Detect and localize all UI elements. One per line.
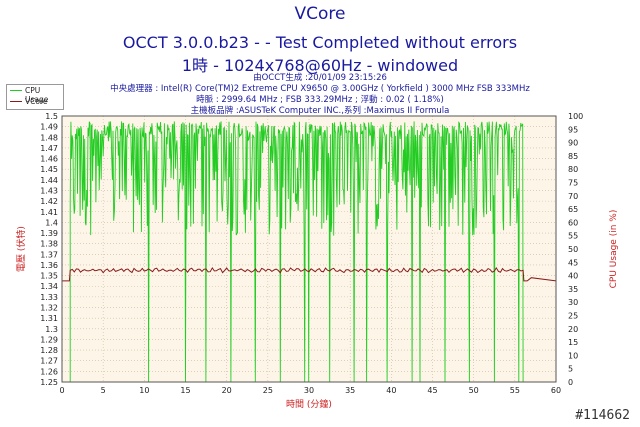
y-axis-title: 電壓 (伏特) xyxy=(15,226,27,272)
y-tick-label: 1.46 xyxy=(40,155,58,164)
info-generated: 由OCCT生成 :20/01/09 23:15:26 xyxy=(253,73,387,83)
y2-tick-label: 20 xyxy=(568,325,578,334)
y-tick-label: 1.45 xyxy=(40,165,58,174)
x-tick-label: 40 xyxy=(386,386,396,395)
y2-tick-label: 65 xyxy=(568,205,578,214)
y2-tick-label: 70 xyxy=(568,192,578,201)
info-cpu: 中央處理器 : Intel(R) Core(TM)2 Extreme CPU X… xyxy=(110,84,530,94)
y2-tick-label: 55 xyxy=(568,232,578,241)
y2-tick-label: 15 xyxy=(568,338,578,347)
legend-item-vcore: VCore xyxy=(7,96,63,107)
series-line-cpu-usage xyxy=(62,121,556,383)
y-tick-label: 1.4 xyxy=(45,218,58,227)
y-tick-label: 1.43 xyxy=(40,186,58,195)
y-tick-label: 1.25 xyxy=(40,378,58,387)
y-tick-label: 1.29 xyxy=(40,335,58,344)
y2-tick-label: 75 xyxy=(568,179,578,188)
y-tick-label: 1.39 xyxy=(40,229,58,238)
series-line-vcore xyxy=(62,266,557,282)
y-tick-label: 1.34 xyxy=(40,282,58,291)
x-axis-title: 時間 (分鐘) xyxy=(286,398,332,410)
legend-label-vcore: VCore xyxy=(25,97,48,106)
x-tick-label: 45 xyxy=(427,386,437,395)
y-tick-label: 1.28 xyxy=(40,346,58,355)
x-tick-label: 30 xyxy=(304,386,314,395)
y-tick-label: 1.33 xyxy=(40,293,58,302)
y2-tick-label: 35 xyxy=(568,285,578,294)
y-tick-label: 1.27 xyxy=(40,357,58,366)
y2-tick-label: 10 xyxy=(568,351,578,360)
y2-tick-label: 100 xyxy=(568,112,583,121)
chart-title: VCore xyxy=(294,4,346,24)
y2-tick-label: 45 xyxy=(568,258,578,267)
x-tick-label: 20 xyxy=(222,386,232,395)
x-tick-label: 60 xyxy=(551,386,561,395)
y-tick-label: 1.35 xyxy=(40,272,58,281)
y2-tick-label: 25 xyxy=(568,312,578,321)
y2-tick-label: 80 xyxy=(568,165,578,174)
y-tick-label: 1.42 xyxy=(40,197,58,206)
y-tick-label: 1.38 xyxy=(40,240,58,249)
y2-tick-label: 0 xyxy=(568,378,573,387)
y-tick-label: 1.3 xyxy=(45,325,58,334)
legend-swatch-vcore xyxy=(10,101,22,102)
y-tick-label: 1.36 xyxy=(40,261,58,270)
plot-border xyxy=(61,115,557,383)
legend: CPU Usage VCore xyxy=(6,84,64,110)
legend-item-cpu: CPU Usage xyxy=(7,85,63,104)
y-tick-label: 1.44 xyxy=(40,176,58,185)
y-tick-label: 1.32 xyxy=(40,304,58,313)
chart-subtitle-resolution: 1時 - 1024x768@60Hz - windowed xyxy=(181,56,459,75)
y2-axis-title: CPU Usage (in %) xyxy=(609,210,619,289)
y2-tick-label: 90 xyxy=(568,139,578,148)
y2-tick-label: 30 xyxy=(568,298,578,307)
legend-swatch-cpu xyxy=(10,90,22,91)
y-tick-label: 1.31 xyxy=(40,314,58,323)
y2-tick-label: 95 xyxy=(568,125,578,134)
chart-subtitle: OCCT 3.0.0.b23 - - Test Completed withou… xyxy=(122,33,518,52)
y-tick-label: 1.26 xyxy=(40,367,58,376)
y-tick-label: 1.41 xyxy=(40,208,58,217)
y-tick-label: 1.48 xyxy=(40,133,58,142)
x-tick-label: 10 xyxy=(139,386,149,395)
x-tick-label: 5 xyxy=(101,386,106,395)
x-tick-label: 0 xyxy=(59,386,64,395)
y-tick-label: 1.49 xyxy=(40,123,58,132)
x-tick-label: 35 xyxy=(345,386,355,395)
x-tick-label: 55 xyxy=(510,386,520,395)
y-tick-label: 1.47 xyxy=(40,144,58,153)
y-tick-label: 1.5 xyxy=(45,112,58,121)
watermark: #114662 xyxy=(575,408,630,423)
y2-tick-label: 5 xyxy=(568,365,573,374)
x-tick-label: 15 xyxy=(180,386,190,395)
y2-tick-label: 50 xyxy=(568,245,578,254)
y-tick-label: 1.37 xyxy=(40,250,58,259)
y2-tick-label: 85 xyxy=(568,152,578,161)
y2-tick-label: 60 xyxy=(568,218,578,227)
info-motherboard: 主機板品牌 :ASUSTeK Computer INC.,系列 :Maximus… xyxy=(190,106,450,116)
x-tick-label: 50 xyxy=(469,386,479,395)
info-clock: 時脈 : 2999.64 MHz ; FSB 333.29MHz ; 浮動 : … xyxy=(196,95,444,105)
legend-label-cpu: CPU Usage xyxy=(25,86,49,104)
x-tick-label: 25 xyxy=(263,386,273,395)
y2-tick-label: 40 xyxy=(568,272,578,281)
